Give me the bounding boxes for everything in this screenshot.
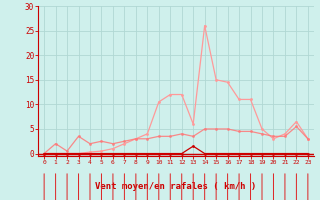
X-axis label: Vent moyen/en rafales ( km/h ): Vent moyen/en rafales ( km/h )	[95, 182, 257, 191]
